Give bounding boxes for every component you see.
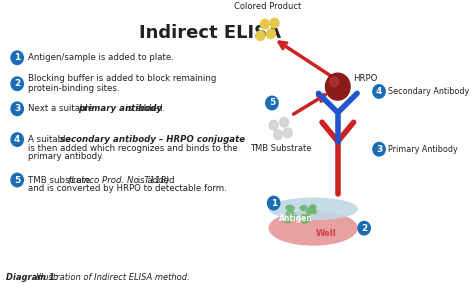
Circle shape [267,29,275,39]
Text: 1: 1 [14,53,20,62]
Ellipse shape [302,218,306,220]
Text: Secondary Antibody: Secondary Antibody [388,87,469,96]
Ellipse shape [281,207,288,213]
Circle shape [266,96,278,110]
Text: Next a suitable: Next a suitable [28,104,96,113]
Ellipse shape [298,206,306,212]
Text: 4: 4 [376,87,382,96]
Circle shape [326,73,350,100]
Text: is added: is added [135,176,174,184]
Circle shape [280,117,289,127]
Text: and is converted by HRPO to detectable form.: and is converted by HRPO to detectable f… [28,184,227,193]
Text: is then added which recognizes and binds to the: is then added which recognizes and binds… [28,144,237,153]
Ellipse shape [285,206,291,211]
Text: TMB Substrate: TMB Substrate [250,144,311,153]
Text: Antigen: Antigen [279,214,312,223]
Circle shape [373,142,385,156]
Ellipse shape [303,218,308,222]
Ellipse shape [309,211,313,214]
Text: 2: 2 [361,224,367,233]
Text: 4: 4 [14,135,20,144]
Ellipse shape [309,210,316,215]
Text: Illustration of Indirect ELISA method.: Illustration of Indirect ELISA method. [36,273,190,282]
Text: primary antibody.: primary antibody. [28,153,103,161]
Circle shape [358,222,370,235]
Text: 1: 1 [271,199,277,208]
Text: 5: 5 [269,99,275,107]
Circle shape [11,173,23,187]
Text: 2: 2 [14,79,20,88]
Ellipse shape [269,198,357,219]
Circle shape [269,120,278,130]
Circle shape [283,128,292,138]
Text: 3: 3 [14,104,20,113]
Text: 3: 3 [376,145,382,154]
Circle shape [11,133,23,146]
Ellipse shape [290,206,296,211]
Text: A suitable: A suitable [28,135,73,144]
Text: HRPO: HRPO [354,74,378,83]
Circle shape [11,51,23,65]
Ellipse shape [283,216,289,220]
Text: 5: 5 [14,176,20,184]
Circle shape [273,130,283,140]
Text: Indirect ELISA: Indirect ELISA [138,24,281,42]
Text: Antigen/sample is added to plate.: Antigen/sample is added to plate. [28,53,173,62]
Circle shape [267,196,280,210]
Circle shape [330,77,338,87]
Circle shape [261,19,269,29]
Text: primary antibody: primary antibody [78,104,162,113]
Circle shape [11,102,23,116]
Text: Diagram 1:: Diagram 1: [6,273,58,282]
Circle shape [373,85,385,98]
Ellipse shape [312,220,318,224]
Text: Primary Antibody: Primary Antibody [388,145,457,154]
Ellipse shape [294,216,301,221]
Circle shape [256,31,265,40]
Circle shape [270,18,279,28]
Ellipse shape [311,208,317,212]
Text: secondary antibody – HRPO conjugate: secondary antibody – HRPO conjugate [60,135,246,144]
Ellipse shape [269,211,357,245]
Text: Blocking buffer is added to block remaining
protein-binding sites.: Blocking buffer is added to block remain… [28,74,216,94]
Circle shape [11,77,23,91]
Ellipse shape [313,207,318,211]
Ellipse shape [310,217,316,221]
Text: Well: Well [316,230,337,238]
Ellipse shape [293,205,300,209]
Ellipse shape [302,219,306,222]
Text: TMB substrate: TMB substrate [28,176,93,184]
Ellipse shape [301,205,307,209]
Ellipse shape [309,206,316,211]
Text: Colored Product: Colored Product [234,1,301,11]
Text: is added.: is added. [123,104,165,113]
Text: (Leinco Prod. No. T118): (Leinco Prod. No. T118) [68,176,170,184]
